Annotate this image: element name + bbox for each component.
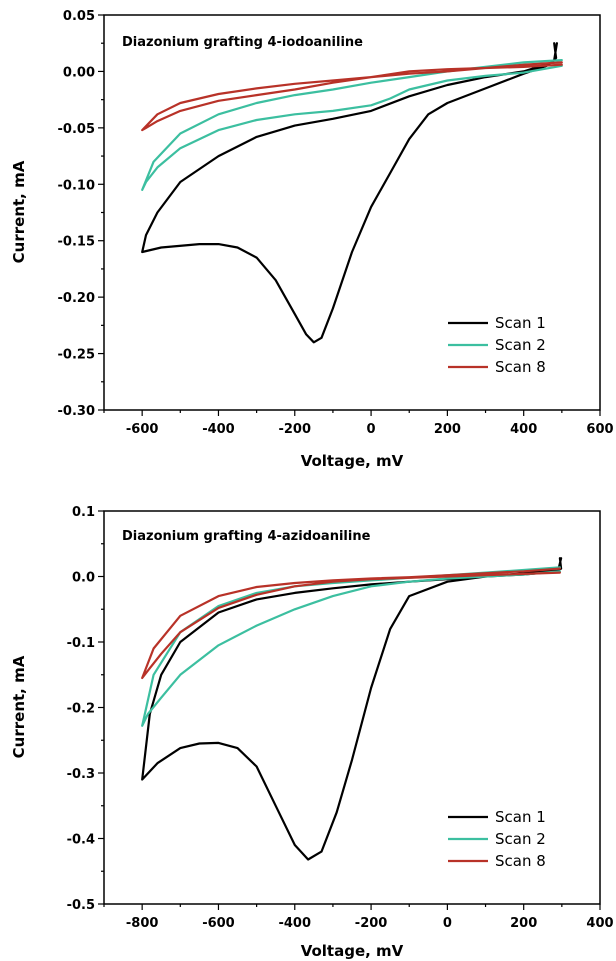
x-axis-ticks: -600 -400 -200 0 200 400 600 (103, 410, 614, 437)
y-tick-label: -0.30 (58, 404, 95, 419)
chart-panel-iodoaniline: Diazonium grafting 4-iodoaniline -600 -40… (10, 9, 614, 470)
x-axis-label: Voltage, mV (301, 452, 404, 470)
x-tick-label: -600 (126, 422, 159, 437)
y-tick-label: -0.20 (58, 291, 95, 306)
x-axis-label: Voltage, mV (301, 942, 404, 960)
y-tick-label: -0.3 (67, 767, 95, 782)
series-scan-8-line (141, 567, 561, 680)
legend-label: Scan 2 (495, 336, 546, 354)
series-scan-1-line (141, 42, 558, 344)
series-scan-2-line (141, 59, 563, 191)
x-tick-label: 400 (510, 422, 537, 437)
y-tick-label: -0.4 (67, 833, 95, 848)
y-tick-label: -0.10 (58, 178, 95, 193)
legend: Scan 1 Scan 2 Scan 8 (448, 808, 546, 870)
y-tick-label: 0.1 (72, 505, 95, 520)
y-tick-label: 0.0 (72, 571, 95, 586)
y-tick-label: -0.2 (67, 702, 95, 717)
y-tick-label: 0.05 (63, 9, 95, 24)
x-tick-label: -200 (278, 422, 311, 437)
legend-label: Scan 8 (495, 358, 546, 376)
data-curves (141, 557, 563, 861)
x-tick-label: 400 (586, 916, 613, 931)
y-tick-label: -0.1 (67, 636, 95, 651)
series-scan-8-line (141, 61, 563, 132)
x-tick-label: 0 (443, 916, 452, 931)
y-tick-label: -0.05 (58, 122, 95, 137)
chart-panel-azidoaniline: Diazonium grafting 4-azidoaniline -800 -6… (10, 505, 614, 960)
x-tick-label: -600 (202, 916, 235, 931)
chart-title: Diazonium grafting 4-iodoaniline (122, 35, 363, 50)
data-curves (141, 42, 563, 344)
y-axis-label: Current, mA (10, 655, 28, 758)
y-axis-ticks: 0.1 0.0 -0.1 -0.2 -0.3 -0.4 -0.5 (67, 505, 104, 913)
x-tick-label: -400 (278, 916, 311, 931)
series-scan-2-line (141, 566, 561, 727)
x-tick-label: -400 (202, 422, 235, 437)
x-tick-label: 600 (586, 422, 613, 437)
x-tick-label: 200 (434, 422, 461, 437)
x-tick-label: -200 (355, 916, 388, 931)
x-axis-ticks: -800 -600 -400 -200 0 200 400 (103, 904, 614, 931)
y-tick-label: 0.00 (63, 65, 95, 80)
legend: Scan 1 Scan 2 Scan 8 (448, 314, 546, 376)
x-tick-label: 0 (367, 422, 376, 437)
legend-label: Scan 8 (495, 852, 546, 870)
legend-label: Scan 1 (495, 808, 546, 826)
x-tick-label: -800 (126, 916, 159, 931)
chart-title: Diazonium grafting 4-azidoaniline (122, 529, 371, 544)
y-tick-label: -0.25 (58, 348, 95, 363)
y-tick-label: -0.15 (58, 235, 95, 250)
y-tick-label: -0.5 (67, 898, 95, 913)
y-axis-ticks: 0.05 0.00 -0.05 -0.10 -0.15 -0.20 -0.25 -0.30 (58, 9, 104, 419)
y-axis-label: Current, mA (10, 160, 28, 263)
legend-label: Scan 1 (495, 314, 546, 332)
legend-label: Scan 2 (495, 830, 546, 848)
x-tick-label: 200 (510, 916, 537, 931)
